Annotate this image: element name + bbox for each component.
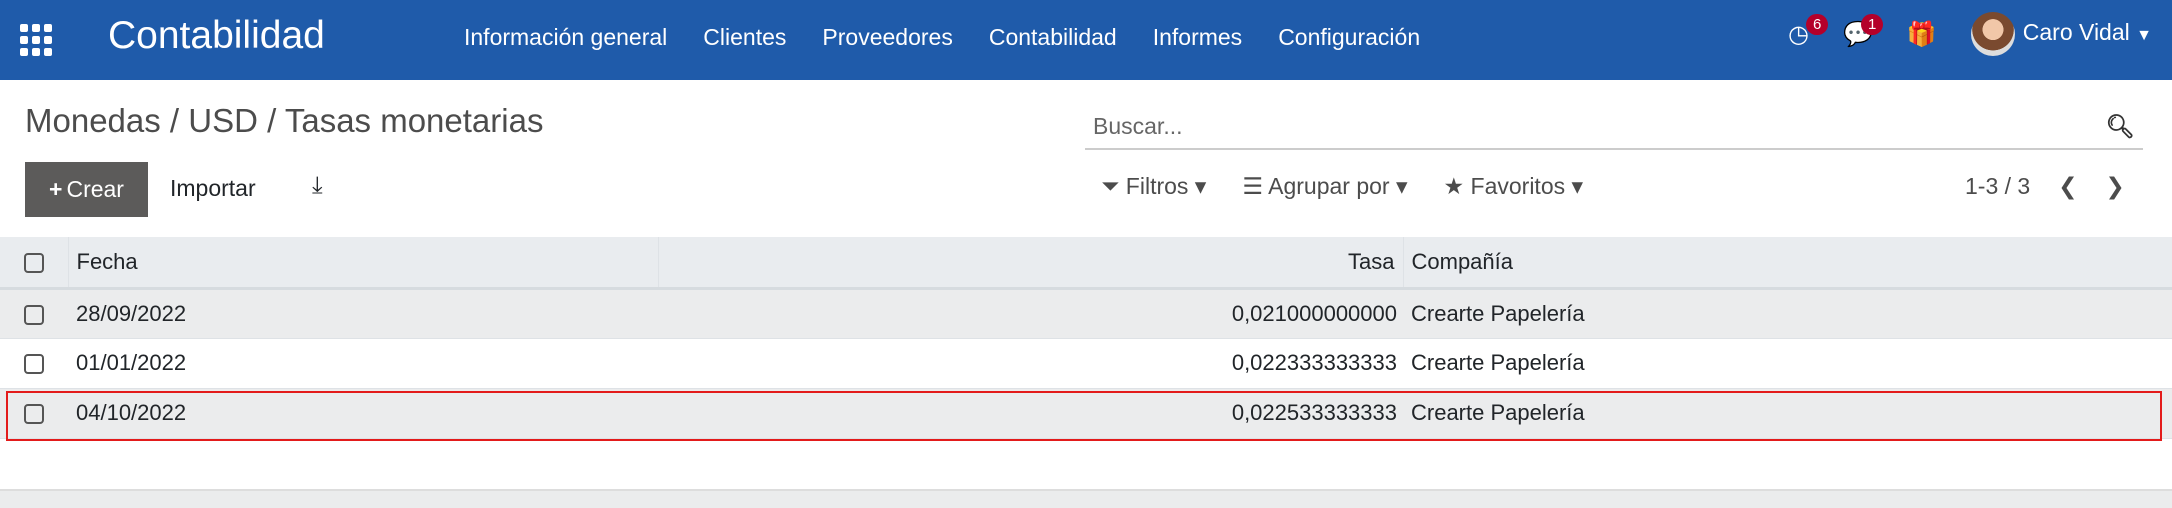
filters-dropdown[interactable]: ⏷ Filtros ▾ [1101, 173, 1207, 199]
menu-informes[interactable]: Informes [1152, 24, 1243, 50]
cell-fecha: 28/09/2022 [68, 288, 658, 339]
user-menu[interactable]: Caro Vidal ▼ [1970, 12, 2152, 56]
menu-configuracion[interactable]: Configuración [1278, 24, 1421, 50]
group-by-dropdown[interactable]: ☰ Agrupar por ▾ [1242, 173, 1408, 199]
cell-tasa: 0,021000000000 [658, 288, 1403, 339]
chevron-right-icon[interactable]: ❯ [2105, 173, 2125, 199]
plus-icon: + [49, 176, 63, 202]
menu-contabilidad[interactable]: Contabilidad [988, 24, 1117, 50]
star-icon: ★ [1443, 173, 1465, 199]
cell-fecha: 01/01/2022 [68, 338, 658, 389]
menu-informacion-general[interactable]: Información general [464, 24, 668, 50]
table-row[interactable]: 28/09/2022 0,021000000000 Crearte Papele… [0, 288, 2172, 339]
filters-label: Filtros [1125, 173, 1189, 199]
import-button[interactable]: Importar [170, 175, 256, 201]
create-button[interactable]: + Crear [25, 162, 148, 217]
cell-fecha: 04/10/2022 [68, 388, 658, 439]
header-tasa[interactable]: Tasa [658, 237, 1404, 290]
user-name: Caro Vidal [2022, 19, 2130, 46]
select-all-checkbox[interactable] [23, 252, 44, 273]
apps-grid-icon[interactable] [20, 24, 52, 56]
group-by-label: Agrupar por [1268, 173, 1390, 199]
messages-chat-icon[interactable]: 💬 1 [1843, 13, 1884, 49]
table-footer [0, 489, 2172, 508]
table-row[interactable]: 01/01/2022 0,022333333333 Crearte Papele… [0, 338, 2172, 389]
filter-icon: ⏷ [1101, 173, 1120, 199]
cell-tasa: 0,022533333333 [658, 388, 1403, 439]
cell-tasa: 0,022333333333 [658, 338, 1403, 389]
create-label: Crear [66, 176, 124, 202]
download-icon[interactable]: ⤓ [312, 172, 323, 199]
search-icon[interactable]: 🔍︎ [2105, 112, 2135, 139]
header-fecha[interactable]: Fecha [68, 237, 659, 290]
favorites-label: Favoritos [1470, 173, 1566, 199]
search-placeholder: Buscar... [1093, 112, 1183, 139]
main-menu: Información general Clientes Proveedores… [464, 24, 1420, 51]
cell-compania: Crearte Papelería [1403, 388, 2172, 439]
pager-value[interactable]: 1-3 / 3 [1965, 173, 2031, 199]
table-header: Fecha Tasa Compañía [0, 237, 2172, 290]
activity-clock-icon[interactable]: ◷ 6 [1788, 13, 1829, 49]
cell-compania: Crearte Papelería [1403, 338, 2172, 389]
messages-badge: 1 [1861, 13, 1884, 35]
breadcrumb: Monedas / USD / Tasas monetarias [25, 102, 544, 139]
row-checkbox[interactable] [24, 304, 44, 325]
chevron-left-icon[interactable]: ❮ [2058, 173, 2078, 199]
bars-icon: ☰ [1242, 173, 1263, 199]
search-options: ⏷ Filtros ▾ ☰ Agrupar por ▾ ★ Favoritos … [1101, 173, 1583, 200]
header-compania[interactable]: Compañía [1403, 237, 2172, 290]
menu-proveedores[interactable]: Proveedores [822, 24, 953, 50]
menu-clientes[interactable]: Clientes [703, 24, 787, 50]
systray: ◷ 6 💬 1 🎁 Caro Vidal ▼ [1788, 12, 2152, 56]
app-title[interactable]: Contabilidad [108, 14, 325, 57]
pager: 1-3 / 3 ❮ ❯ [1965, 173, 2125, 200]
search-input[interactable]: Buscar... 🔍︎ [1085, 104, 2143, 150]
top-navbar: Contabilidad Información general Cliente… [0, 0, 2172, 80]
cell-compania: Crearte Papelería [1403, 288, 2172, 339]
avatar [1970, 12, 2015, 56]
table-row[interactable]: 04/10/2022 0,022533333333 Crearte Papele… [0, 388, 2172, 439]
row-checkbox[interactable] [24, 404, 44, 425]
caret-down-icon: ▼ [2136, 27, 2152, 45]
gift-icon[interactable]: 🎁 [1906, 20, 1937, 48]
row-checkbox[interactable] [24, 354, 44, 375]
activity-badge: 6 [1806, 13, 1829, 35]
favorites-dropdown[interactable]: ★ Favoritos ▾ [1443, 173, 1584, 199]
rates-table: Fecha Tasa Compañía 28/09/2022 0,0210000… [0, 237, 2172, 439]
